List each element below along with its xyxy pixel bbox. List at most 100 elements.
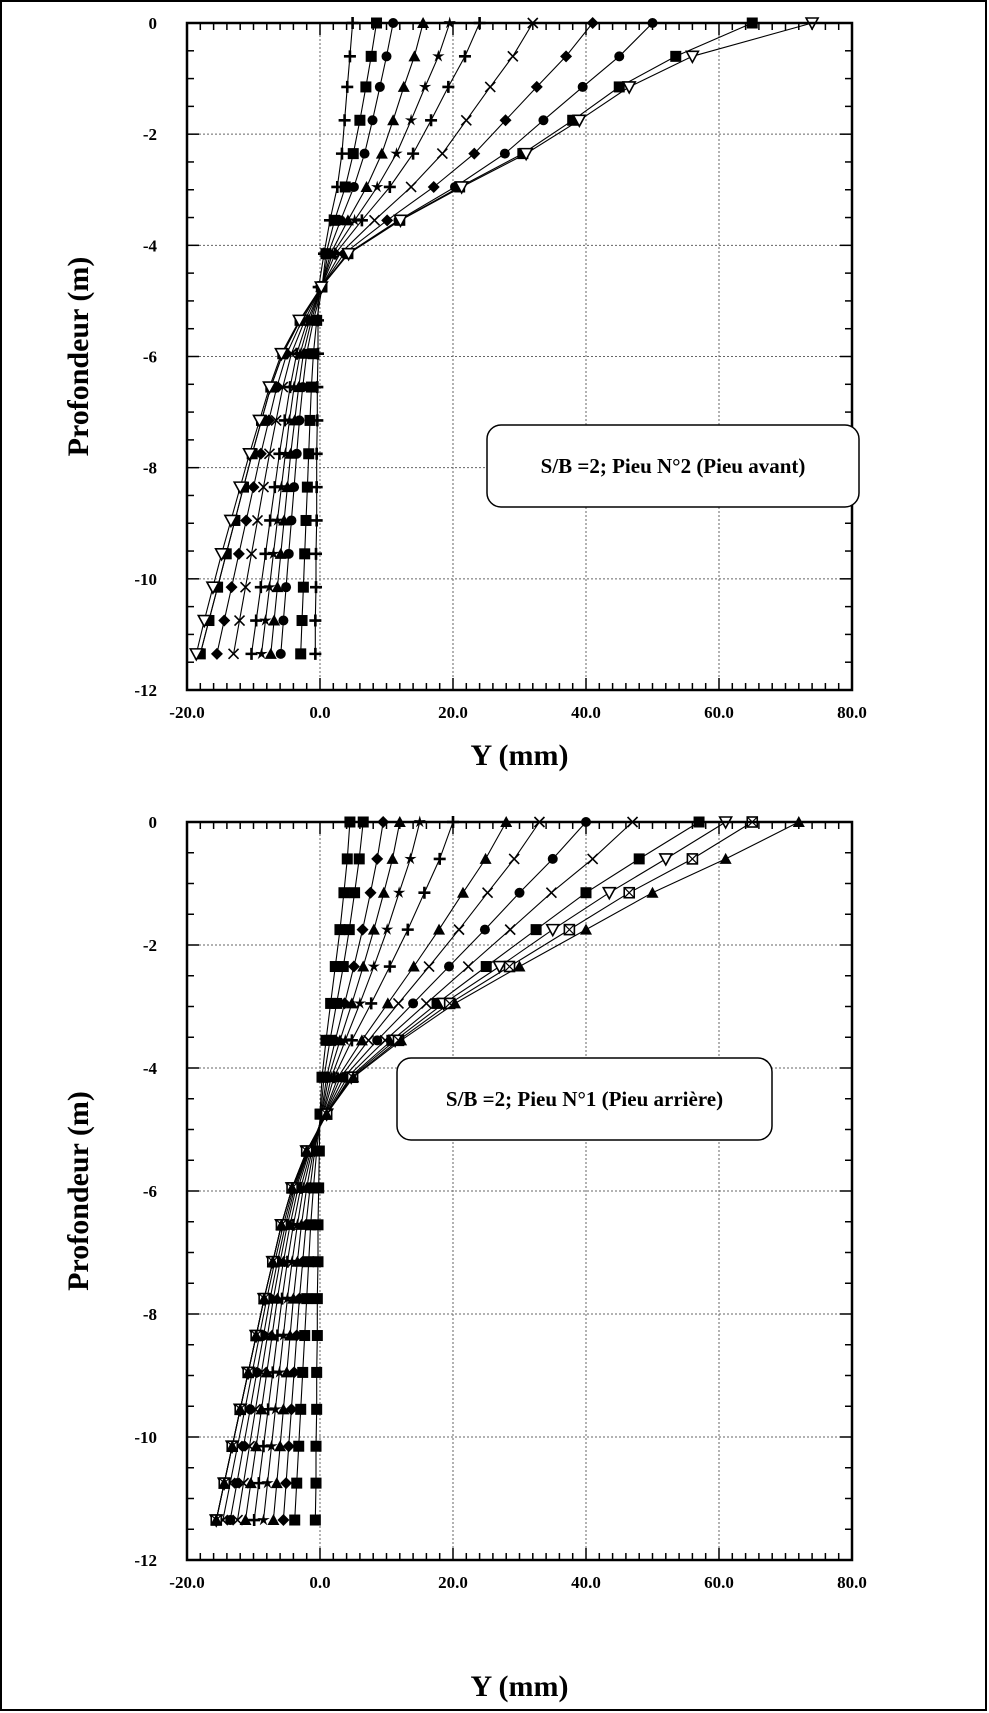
data-point-4-6 [348,213,361,226]
data-point-7-1 [560,50,573,63]
data-point-3-4 [357,960,370,972]
data-point-4-15 [271,514,284,526]
data-point-3-2 [377,886,390,898]
series-line-5 [253,821,454,1521]
data-point-6-17 [250,1440,263,1452]
data-point-3-2 [397,80,410,92]
data-point-5-6 [345,1034,358,1047]
data-point-0-1 [343,50,356,63]
data-point-5-19 [248,1514,261,1527]
series-line-1 [300,22,378,654]
data-point-11-3 [545,923,561,938]
data-point-4-19 [257,1513,270,1526]
data-point-7-3 [499,114,512,127]
data-point-5-16 [259,547,272,560]
data-point-7-5 [392,997,405,1009]
data-point-5-3 [401,923,414,936]
data-point-2-4 [347,960,360,973]
data-point-0-16 [310,547,323,560]
data-point-5-5 [365,997,378,1010]
data-point-5-14 [268,481,281,494]
data-point-0-3 [334,924,346,936]
data-point-2-19 [275,648,286,659]
data-point-6-5 [405,181,417,193]
data-point-2-1 [381,51,392,62]
series-line-3 [272,821,401,1521]
data-point-7-6 [381,214,394,227]
data-point-10-6 [393,214,408,228]
data-point-10-17 [205,581,221,595]
data-point-3-19 [264,647,277,659]
data-point-2-17 [281,582,292,593]
data-point-5-2 [418,886,431,899]
data-point-8-18 [231,1478,242,1489]
y-tick-label: -2 [143,936,157,955]
data-point-0-16 [311,1403,323,1415]
y-tick-label: -12 [134,681,157,700]
data-point-13-4 [513,960,526,972]
x-tick-label: 0.0 [309,703,330,722]
y-tick-label: -10 [134,1428,157,1447]
data-point-1-5 [339,181,351,193]
data-point-5-2 [442,80,455,93]
data-point-1-18 [296,615,308,627]
data-point-7-17 [225,581,238,594]
data-point-0-12 [312,1256,324,1268]
data-point-1-1 [353,853,365,865]
data-point-7-5 [427,180,440,193]
data-point-10-11 [262,381,277,395]
series-markers-13 [210,816,805,1526]
x-tick-label: 40.0 [571,1573,601,1592]
data-point-10-15 [223,514,239,529]
data-point-4-15 [273,1365,286,1378]
y-tick-label: -8 [143,459,157,478]
data-point-2-17 [282,1440,295,1453]
data-point-13-6 [395,1034,408,1046]
y-tick-label: -8 [143,1305,157,1324]
x-tick-label: -20.0 [169,1573,204,1592]
y-tick-label: -2 [143,125,157,144]
data-point-0-19 [309,1514,321,1526]
data-point-7-16 [232,547,245,560]
data-point-13-10 [286,1181,299,1193]
data-point-0-2 [338,887,350,899]
data-point-3-16 [274,547,287,559]
data-point-8-2 [577,81,588,92]
data-point-5-12 [278,414,291,427]
data-point-3-13 [287,1292,300,1304]
data-point-10-1 [685,50,700,65]
data-point-8-6 [372,1035,383,1046]
data-point-9-2 [545,887,557,899]
data-point-13-14 [250,1329,263,1341]
data-point-4-2 [418,80,432,93]
data-point-2-15 [286,515,297,526]
data-point-13-5 [448,997,461,1009]
x-tick-label: 60.0 [704,703,734,722]
data-point-13-13 [258,1292,271,1304]
data-point-6-2 [456,886,469,898]
x-tick-label: 60.0 [704,1573,734,1592]
data-point-3-3 [367,923,380,935]
data-point-11-2 [601,886,617,901]
y-tick-label: 0 [149,14,158,33]
y-axis-title: Profondeur (m) [62,257,95,457]
data-point-10-8 [313,281,329,295]
data-point-6-19 [227,648,240,660]
series-line-2 [282,821,384,1521]
data-point-6-4 [407,960,420,972]
data-point-12-3 [563,923,576,936]
data-point-10-19 [188,648,204,662]
plot-frame [185,820,854,1562]
x-tick-label: -20.0 [169,703,204,722]
data-point-1-15 [300,514,312,526]
data-point-3-15 [278,514,291,526]
data-point-1-4 [337,961,349,973]
data-point-5-18 [250,614,263,627]
data-point-3-18 [268,614,281,626]
data-point-3-5 [360,180,373,192]
data-point-5-5 [383,180,396,193]
series-line-6 [244,821,507,1521]
data-point-10-3 [530,924,542,936]
data-point-3-1 [408,50,421,62]
data-point-3-17 [271,581,284,593]
